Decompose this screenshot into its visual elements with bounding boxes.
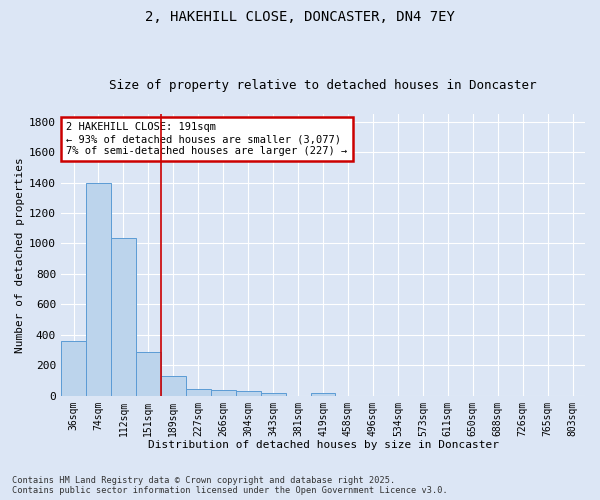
Bar <box>161 376 186 396</box>
Bar <box>211 390 236 396</box>
Y-axis label: Number of detached properties: Number of detached properties <box>15 157 25 352</box>
Bar <box>186 390 211 396</box>
X-axis label: Distribution of detached houses by size in Doncaster: Distribution of detached houses by size … <box>148 440 499 450</box>
Bar <box>136 352 161 396</box>
Bar <box>236 392 260 396</box>
Text: Contains HM Land Registry data © Crown copyright and database right 2025.
Contai: Contains HM Land Registry data © Crown c… <box>12 476 448 495</box>
Bar <box>61 341 86 396</box>
Bar <box>111 238 136 396</box>
Text: 2 HAKEHILL CLOSE: 191sqm
← 93% of detached houses are smaller (3,077)
7% of semi: 2 HAKEHILL CLOSE: 191sqm ← 93% of detach… <box>66 122 347 156</box>
Bar <box>260 392 286 396</box>
Text: 2, HAKEHILL CLOSE, DONCASTER, DN4 7EY: 2, HAKEHILL CLOSE, DONCASTER, DN4 7EY <box>145 10 455 24</box>
Bar <box>86 182 111 396</box>
Bar <box>311 392 335 396</box>
Title: Size of property relative to detached houses in Doncaster: Size of property relative to detached ho… <box>109 79 537 92</box>
